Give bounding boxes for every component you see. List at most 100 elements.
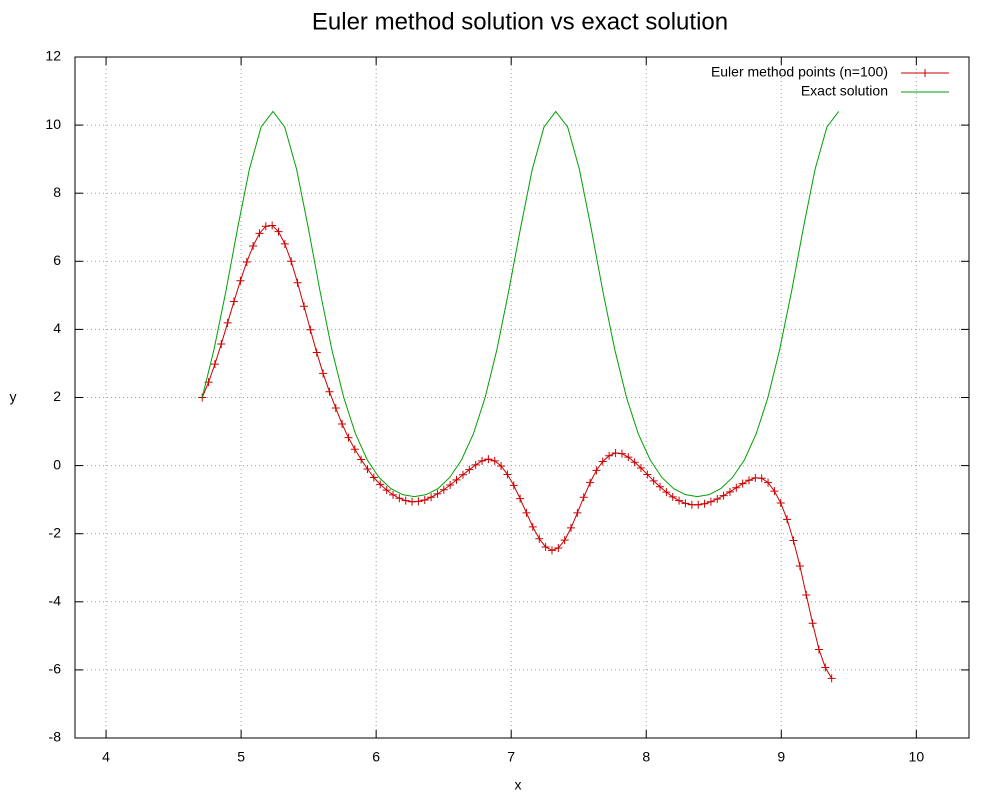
x-tick-label: 7 xyxy=(507,749,515,765)
y-tick-label: 0 xyxy=(53,456,61,472)
y-tick-label: 12 xyxy=(45,48,61,64)
euler-point xyxy=(808,619,817,628)
euler-point xyxy=(490,456,499,465)
euler-point xyxy=(497,461,506,470)
euler-point xyxy=(821,663,830,672)
euler-point xyxy=(675,496,684,505)
euler-point xyxy=(236,276,245,285)
euler-point xyxy=(478,456,487,465)
euler-point xyxy=(446,481,455,490)
x-tick-label: 5 xyxy=(237,749,245,765)
euler-point xyxy=(293,278,302,287)
euler-point xyxy=(471,460,480,469)
euler-point xyxy=(350,445,359,454)
y-tick-label: 6 xyxy=(53,252,61,268)
euler-point xyxy=(217,340,226,349)
euler-point xyxy=(280,239,289,248)
euler-point xyxy=(624,453,633,462)
euler-point xyxy=(554,544,563,553)
euler-point xyxy=(789,536,798,545)
y-axis-label: y xyxy=(10,389,17,405)
euler-point xyxy=(770,487,779,496)
euler-point xyxy=(662,488,671,497)
euler-point xyxy=(567,523,576,532)
euler-point xyxy=(630,458,639,467)
euler-point xyxy=(452,475,461,484)
y-tick-label: -8 xyxy=(49,729,62,745)
euler-point xyxy=(605,451,614,460)
euler-point xyxy=(484,455,493,464)
euler-point xyxy=(325,387,334,396)
euler-point xyxy=(757,474,766,483)
euler-point xyxy=(223,318,232,327)
euler-point xyxy=(357,455,366,464)
euler-point xyxy=(363,465,372,474)
euler-point xyxy=(229,297,238,306)
plot-frame xyxy=(74,56,970,739)
euler-point xyxy=(268,221,277,230)
euler-point xyxy=(433,489,442,498)
euler-point xyxy=(732,483,741,492)
euler-point xyxy=(700,499,709,508)
series-line xyxy=(201,110,840,498)
euler-point xyxy=(344,433,353,442)
y-tick-label: -6 xyxy=(49,661,62,677)
legend-marker xyxy=(921,69,929,77)
euler-point xyxy=(427,493,436,502)
euler-point xyxy=(306,325,315,334)
euler-point xyxy=(745,476,754,485)
euler-point xyxy=(592,466,601,475)
euler-point xyxy=(509,481,518,490)
euler-point xyxy=(242,257,251,266)
x-tick-label: 10 xyxy=(909,749,925,765)
euler-point xyxy=(458,470,467,479)
x-axis-label: x xyxy=(515,777,522,793)
euler-point xyxy=(376,480,385,489)
euler-point xyxy=(414,497,423,506)
legend-label: Euler method points (n=100) xyxy=(711,64,888,80)
x-tick-label: 9 xyxy=(777,749,785,765)
euler-point xyxy=(579,493,588,502)
euler-point xyxy=(528,522,537,531)
y-tick-label: -2 xyxy=(49,524,62,540)
euler-point xyxy=(535,534,544,543)
euler-point xyxy=(312,348,321,357)
euler-point xyxy=(249,241,258,250)
x-tick-label: 6 xyxy=(372,749,380,765)
euler-point xyxy=(287,257,296,266)
euler-point xyxy=(439,485,448,494)
euler-point xyxy=(814,645,823,654)
euler-point xyxy=(776,499,785,508)
euler-point xyxy=(694,500,703,509)
euler-point xyxy=(764,478,773,487)
y-tick-label: -4 xyxy=(49,593,62,609)
euler-point xyxy=(681,499,690,508)
euler-point xyxy=(649,476,658,485)
y-tick-label: 2 xyxy=(53,388,61,404)
euler-point xyxy=(420,495,429,504)
euler-point xyxy=(210,360,219,369)
euler-point xyxy=(389,490,398,499)
euler-point xyxy=(783,515,792,524)
euler-point xyxy=(255,229,264,238)
euler-point xyxy=(719,491,728,500)
euler-point xyxy=(261,222,270,231)
y-tick-label: 4 xyxy=(53,320,61,336)
chart-title: Euler method solution vs exact solution xyxy=(312,8,728,35)
euler-point xyxy=(636,463,645,472)
euler-point xyxy=(706,497,715,506)
euler-point xyxy=(643,470,652,479)
euler-point xyxy=(338,420,347,429)
euler-point xyxy=(300,302,309,311)
euler-point xyxy=(598,457,607,466)
x-tick-label: 8 xyxy=(642,749,650,765)
y-tick-label: 8 xyxy=(53,184,61,200)
euler-point xyxy=(668,492,677,501)
euler-point xyxy=(382,486,391,495)
euler-point xyxy=(369,473,378,482)
euler-point xyxy=(656,482,665,491)
euler-point xyxy=(560,536,569,545)
euler-point xyxy=(547,546,556,555)
euler-point xyxy=(319,369,328,378)
